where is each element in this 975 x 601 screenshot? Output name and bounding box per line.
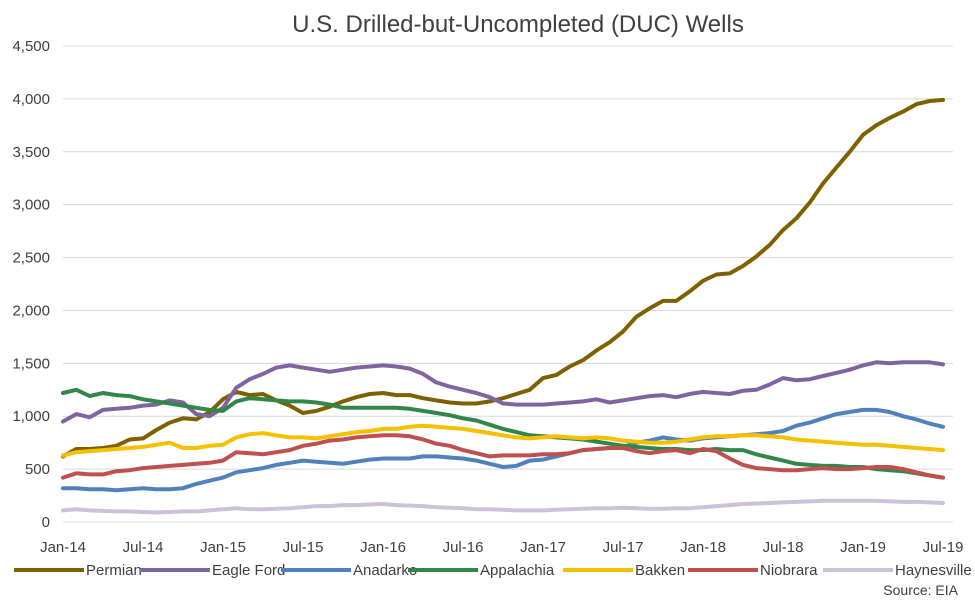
legend-label: Eagle Ford xyxy=(212,562,285,579)
y-tick-label: 1,500 xyxy=(12,355,50,372)
x-tick-label: Jan-15 xyxy=(200,539,246,556)
y-tick-label: 4,500 xyxy=(12,38,50,55)
y-tick-label: 3,000 xyxy=(12,197,50,214)
series-line-permian xyxy=(61,97,945,459)
series-line-eagle-ford xyxy=(61,360,945,424)
series-line-bakken xyxy=(61,423,945,458)
series-line-anadarko xyxy=(61,407,945,493)
series-line-appalachia xyxy=(61,387,945,480)
x-axis-ticks: Jan-14 Jul-14 Jan-15 Jul-15 Jan-16 Jul-16 Jan-… xyxy=(40,539,963,556)
x-tick-label: Jul-16 xyxy=(443,539,484,556)
legend-label: Haynesville xyxy=(895,562,972,579)
y-tick-label: 3,500 xyxy=(12,144,50,161)
legend-label: Appalachia xyxy=(480,562,555,579)
x-tick-label: Jul-15 xyxy=(283,539,324,556)
y-axis-ticks: 0 500 1,000 1,500 2,000 2,500 3,000 3,500 4,000 4… xyxy=(12,38,50,531)
series-line-niobrara xyxy=(61,433,945,480)
x-tick-label: Jul-14 xyxy=(123,539,164,556)
source-note: Source: EIA xyxy=(883,582,958,598)
legend: Permian Eagle Ford Anadarko Appalachia Bakke… xyxy=(14,562,972,579)
x-tick-label: Jan-18 xyxy=(680,539,726,556)
y-tick-label: 2,000 xyxy=(12,302,50,319)
chart-title: U.S. Drilled-but-Uncompleted (DUC) Wells xyxy=(292,11,744,38)
legend-label: Niobrara xyxy=(760,562,818,579)
x-tick-label: Jan-17 xyxy=(520,539,566,556)
legend-label: Permian xyxy=(86,562,142,579)
series-line-haynesville xyxy=(61,498,945,515)
y-tick-label: 4,000 xyxy=(12,91,50,108)
legend-label: Bakken xyxy=(635,562,685,579)
legend-label: Anadarko xyxy=(353,562,417,579)
gridlines xyxy=(63,45,953,523)
x-tick-label: Jul-18 xyxy=(763,539,804,556)
x-tick-label: Jan-16 xyxy=(360,539,406,556)
series-lines xyxy=(61,97,945,515)
x-tick-label: Jan-19 xyxy=(840,539,886,556)
y-tick-label: 2,500 xyxy=(12,250,50,267)
y-tick-label: 1,000 xyxy=(12,408,50,425)
x-tick-label: Jan-14 xyxy=(40,539,86,556)
x-tick-label: Jul-19 xyxy=(923,539,964,556)
y-tick-label: 0 xyxy=(42,514,50,531)
x-tick-label: Jul-17 xyxy=(603,539,644,556)
y-tick-label: 500 xyxy=(25,461,50,478)
